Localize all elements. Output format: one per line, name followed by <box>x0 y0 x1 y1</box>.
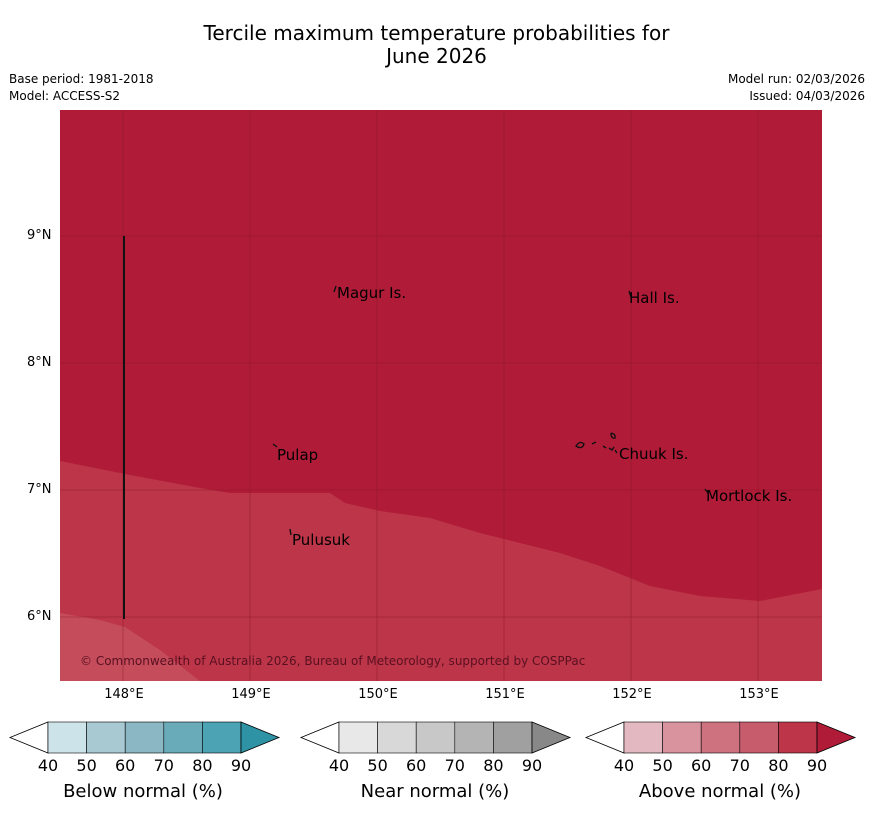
colorbar-below-tick: 60 <box>115 756 136 775</box>
colorbar-label-below: Below normal (%) <box>63 781 223 802</box>
colorbar-near-tick: 80 <box>483 756 504 775</box>
above-70-region <box>60 461 822 681</box>
colorbar-above-segment <box>623 721 663 754</box>
colorbar-near-segment <box>454 721 494 754</box>
colorbar-above-segment <box>778 721 818 754</box>
colorbar-above-tick: 70 <box>729 756 750 775</box>
title-line-1: Tercile maximum temperature probabilitie… <box>203 21 670 45</box>
colorbar-below-segment <box>163 721 203 754</box>
colorbar-label-above: Above normal (%) <box>638 781 802 802</box>
colorbar-near-tick: 40 <box>328 756 350 775</box>
place-mortlock: Mortlock Is. <box>706 487 793 505</box>
model-run: Model run: 02/03/2026 <box>727 72 865 86</box>
colorbar-below-tick: 70 <box>153 756 174 775</box>
issued-date: Issued: 04/03/2026 <box>749 89 865 103</box>
place-pulusuk: Pulusuk <box>292 531 350 549</box>
colorbar-near-tick: 50 <box>367 756 388 775</box>
place-magur: Magur Is. <box>337 284 407 302</box>
colorbar-near-extend-low <box>299 721 340 754</box>
colorbar-above-tick: 40 <box>613 756 635 775</box>
colorbar-above-tick: 50 <box>652 756 673 775</box>
chart-title: Tercile maximum temperature probabilitie… <box>0 22 873 68</box>
colorbar-above-tick: 90 <box>806 756 828 775</box>
colorbar-above-extend-low <box>584 721 625 754</box>
lat-label-7n: 7°N <box>27 482 52 497</box>
colorbar-below-extend-low <box>8 721 49 754</box>
lat-label-6n: 6°N <box>27 609 52 624</box>
colorbar-near-segment <box>493 721 533 754</box>
colorbar-below-tick: 40 <box>37 756 59 775</box>
colorbar-near-tick: 90 <box>521 756 543 775</box>
colorbar-below-segment <box>202 721 242 754</box>
meta-right: Model run: 02/03/2026 Issued: 04/03/2026 <box>728 71 865 105</box>
colorbar-label-near: Near normal (%) <box>360 781 510 802</box>
lon-label-148e: 148°E <box>104 687 144 702</box>
map-panel <box>60 110 822 681</box>
model-name: Model: ACCESS-S2 <box>9 89 121 103</box>
colorbar-above-tick: 80 <box>768 756 789 775</box>
base-period: Base period: 1981-2018 <box>9 72 154 86</box>
place-hall: Hall Is. <box>629 289 680 307</box>
place-chuuk: Chuuk Is. <box>619 445 689 463</box>
colorbar-below-segment <box>47 721 87 754</box>
colorbar-below-segment <box>86 721 126 754</box>
meta-left: Base period: 1981-2018 Model: ACCESS-S2 <box>9 71 154 105</box>
colorbar-below-tick: 50 <box>76 756 97 775</box>
colorbar-near-segment <box>415 721 456 754</box>
lon-label-151e: 151°E <box>485 687 525 702</box>
colorbar-near-segment <box>338 721 378 754</box>
colorbar-above-extend-high <box>816 721 857 754</box>
lat-label-8n: 8°N <box>27 355 52 370</box>
colorbar-below-tick: 80 <box>192 756 213 775</box>
colorbar-above-segment <box>662 721 702 754</box>
place-pulap: Pulap <box>277 446 319 464</box>
colorbar-above-segment <box>739 721 779 754</box>
colorbar-above-segment <box>700 721 741 754</box>
colorbar-above-tick: 60 <box>691 756 712 775</box>
lon-label-149e: 149°E <box>231 687 271 702</box>
colorbars <box>8 721 857 754</box>
above-60-region <box>60 613 200 681</box>
lat-label-9n: 9°N <box>27 228 52 243</box>
colorbar-near-extend-high <box>531 721 572 754</box>
lon-label-150e: 150°E <box>358 687 398 702</box>
colorbar-below-segment <box>124 721 165 754</box>
colorbar-below-extend-high <box>240 721 281 754</box>
lon-label-152e: 152°E <box>612 687 652 702</box>
colorbar-near-tick: 70 <box>444 756 465 775</box>
colorbar-near-tick: 60 <box>406 756 427 775</box>
colorbar-near-segment <box>377 721 417 754</box>
lon-label-153e: 153°E <box>739 687 779 702</box>
colorbar-below-tick: 90 <box>230 756 252 775</box>
title-line-2: June 2026 <box>386 44 487 68</box>
copyright-notice: © Commonwealth of Australia 2026, Bureau… <box>80 654 586 668</box>
island-outlines <box>272 285 709 536</box>
